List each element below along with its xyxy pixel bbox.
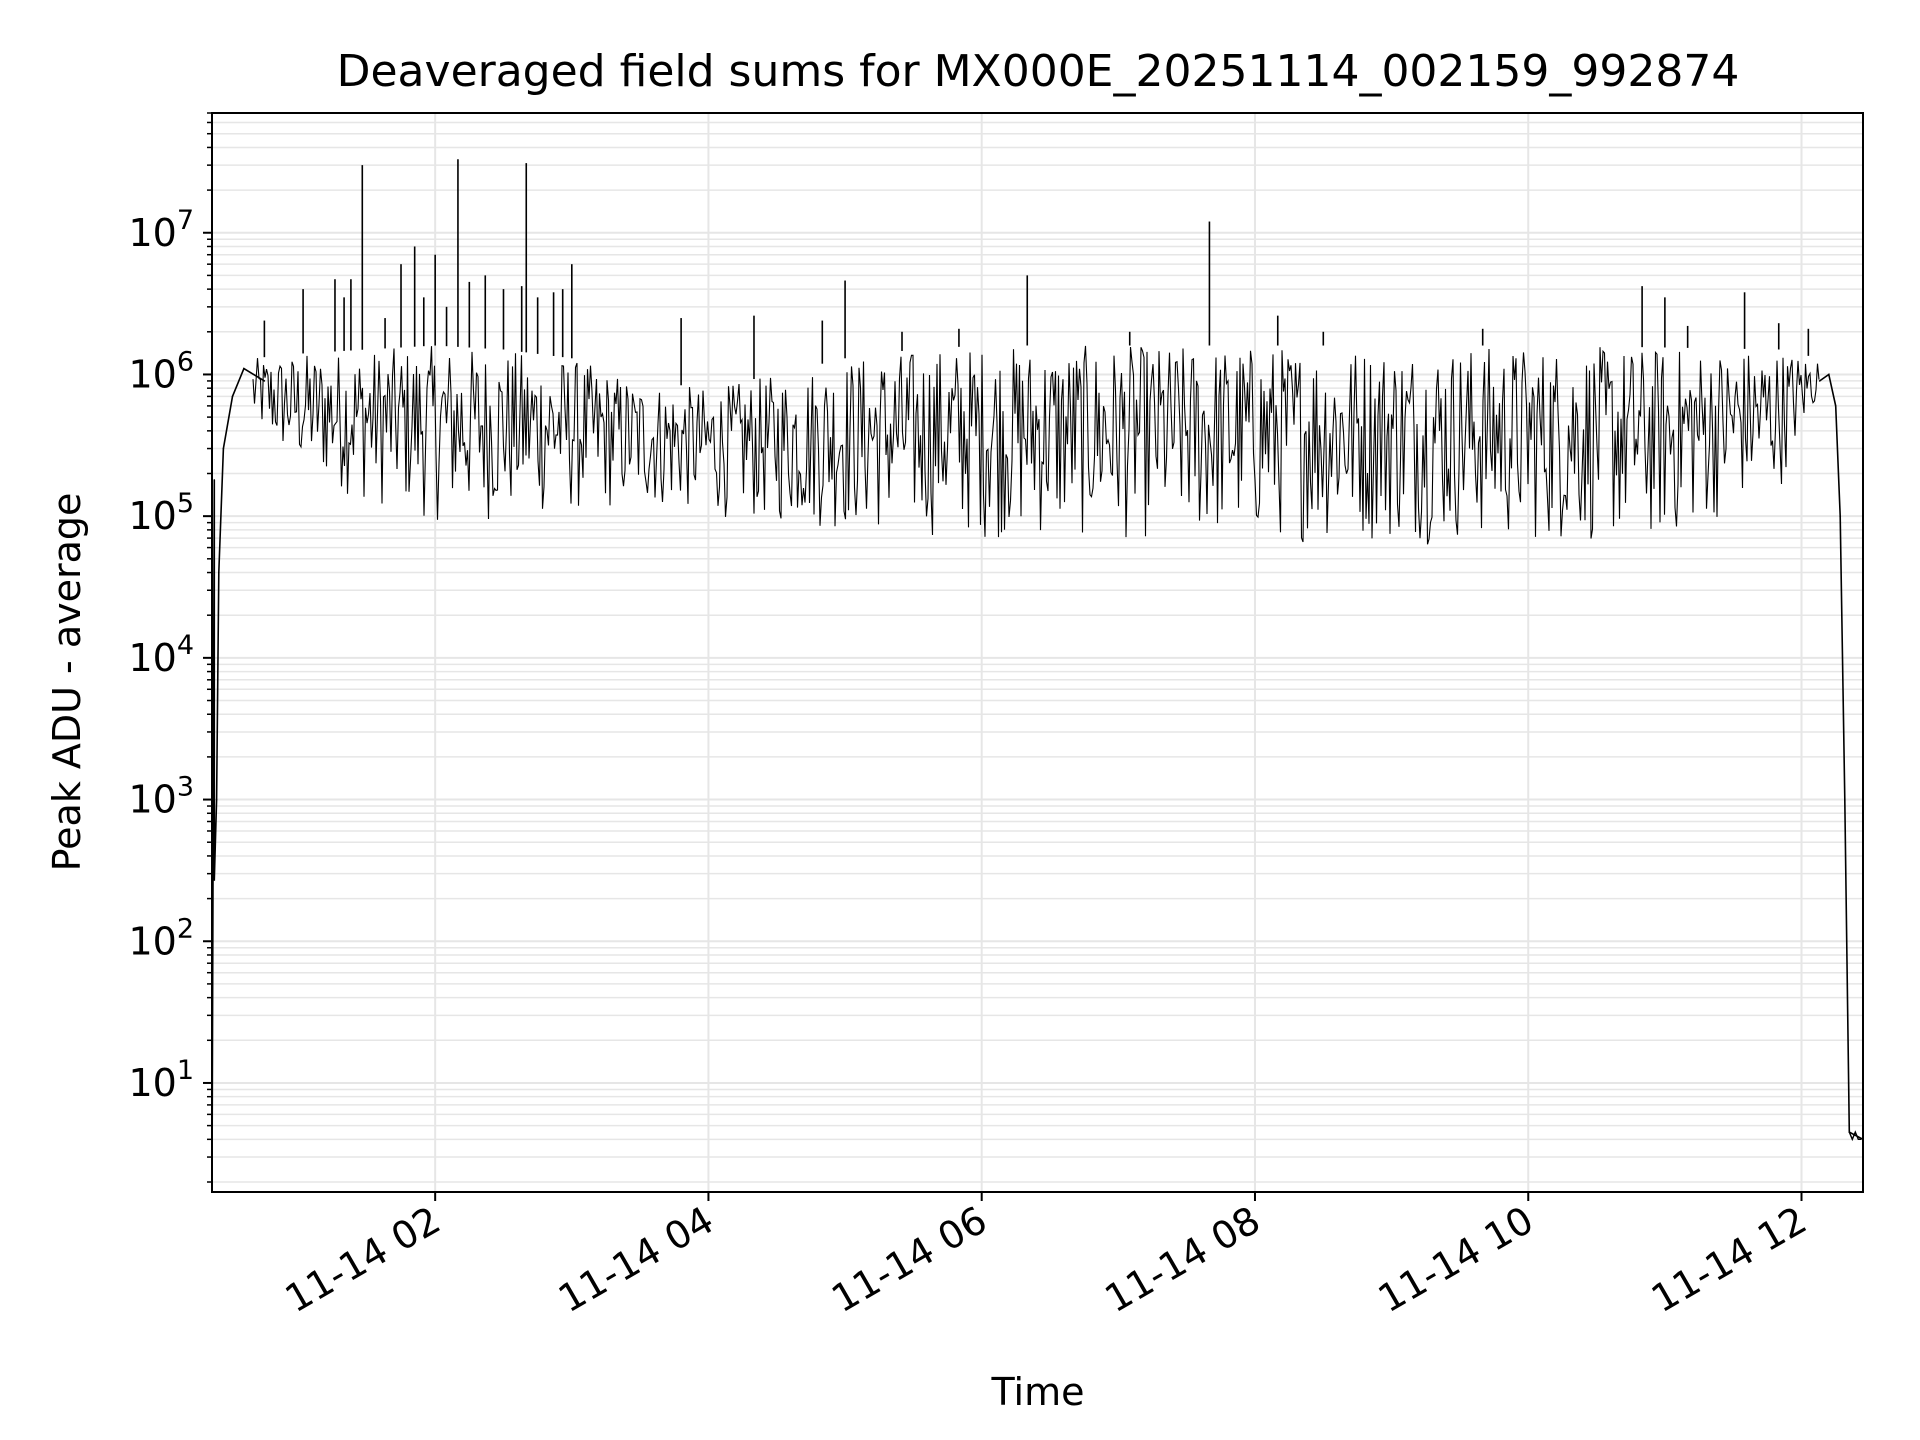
plot-frame [211, 112, 1864, 1193]
x-tick-label: 11-14 08 [1098, 1198, 1268, 1322]
x-tick-label: 11-14 02 [278, 1198, 448, 1322]
series-band [252, 345, 1820, 545]
y-tick-label: 101 [128, 1055, 194, 1105]
y-tick-label: 107 [128, 205, 194, 255]
y-tick-label: 104 [128, 630, 194, 680]
grid [212, 112, 1863, 1192]
data-series [211, 159, 1864, 1193]
x-tick-label: 11-14 06 [824, 1198, 994, 1322]
x-tick-label: 11-14 10 [1371, 1198, 1541, 1322]
y-tick-label: 103 [128, 772, 194, 822]
series-tail [1848, 1130, 1862, 1142]
x-tick-label: 11-14 12 [1644, 1198, 1814, 1322]
y-tick-label: 106 [128, 346, 194, 396]
x-tick-label: 11-14 04 [551, 1198, 721, 1322]
series-rise [211, 367, 265, 1193]
y-axis-label: Peak ADU - average [45, 493, 89, 872]
y-tick-label: 102 [128, 913, 194, 963]
y-tick-label: 105 [128, 488, 194, 538]
x-axis-label: Time [991, 1370, 1085, 1414]
chart-title: Deaveraged field sums for MX000E_2025111… [337, 46, 1740, 97]
